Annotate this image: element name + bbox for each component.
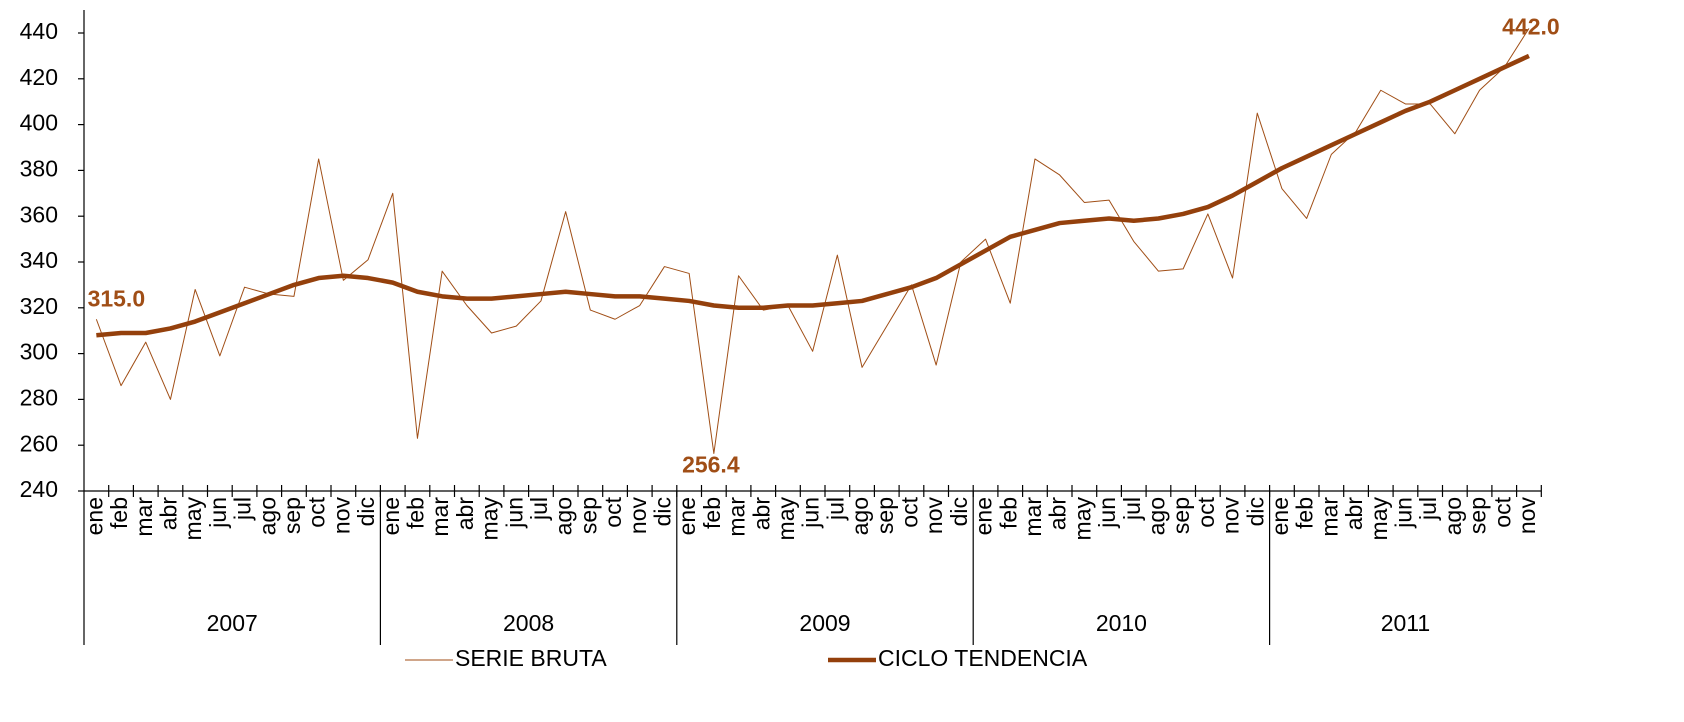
x-tick-label: ago — [254, 497, 280, 535]
x-tick-label: jun — [1391, 497, 1417, 529]
x-tick-label: oct — [1489, 496, 1515, 527]
y-tick-label: 440 — [20, 18, 58, 44]
x-tick-label: ago — [1440, 497, 1466, 535]
x-tick-label: ago — [847, 497, 873, 535]
x-tick-label: may — [1366, 497, 1392, 541]
x-tick-label: ago — [551, 497, 577, 535]
year-label: 2011 — [1381, 610, 1430, 636]
y-tick-label: 320 — [20, 293, 58, 319]
y-tick-label: 300 — [20, 339, 58, 365]
x-tick-label: mar — [131, 497, 157, 537]
x-tick-label: nov — [328, 497, 354, 535]
x-tick-label: oct — [897, 496, 923, 527]
x-tick-label: mar — [1316, 497, 1342, 537]
x-tick-label: ene — [674, 497, 700, 535]
x-tick-label: jun — [501, 497, 527, 529]
x-tick-label: feb — [995, 497, 1021, 529]
data-label: 256.4 — [682, 452, 740, 478]
x-tick-label: jul — [526, 497, 552, 521]
y-tick-label: 340 — [20, 247, 58, 273]
y-tick-label: 400 — [20, 110, 58, 136]
y-tick-label: 240 — [20, 476, 58, 502]
x-tick-label: may — [180, 497, 206, 541]
x-tick-label: feb — [106, 497, 132, 529]
x-tick-label: dic — [1242, 497, 1268, 526]
x-tick-label: may — [477, 497, 503, 541]
x-tick-label: oct — [304, 496, 330, 527]
x-tick-label: sep — [872, 497, 898, 534]
x-tick-label: ene — [1267, 497, 1293, 535]
series-line — [96, 53, 1530, 338]
x-tick-label: jul — [1119, 497, 1145, 521]
x-tick-label: sep — [575, 497, 601, 534]
series-line — [95, 28, 1530, 454]
x-tick-label: ene — [81, 497, 107, 535]
x-tick-label: feb — [699, 497, 725, 529]
y-tick-label: 360 — [20, 201, 58, 227]
x-tick-label: nov — [921, 497, 947, 535]
x-tick-label: jul — [230, 497, 256, 521]
y-tick-label: 420 — [20, 64, 58, 90]
x-tick-label: ago — [1144, 497, 1170, 535]
year-label: 2009 — [799, 610, 850, 636]
x-tick-label: oct — [1193, 496, 1219, 527]
x-tick-label: abr — [1341, 497, 1367, 531]
x-tick-label: jun — [205, 497, 231, 529]
y-tick-label: 260 — [20, 430, 58, 456]
x-tick-label: feb — [403, 497, 429, 529]
x-tick-label: abr — [156, 497, 182, 531]
x-tick-label: dic — [650, 497, 676, 526]
legend-label: CICLO TENDENCIA — [878, 645, 1088, 671]
x-tick-label: abr — [1045, 497, 1071, 531]
x-tick-label: feb — [1292, 497, 1318, 529]
x-tick-label: sep — [1168, 497, 1194, 534]
year-label: 2008 — [503, 610, 554, 636]
x-tick-label: jul — [1415, 497, 1441, 521]
x-tick-label: abr — [748, 497, 774, 531]
x-tick-label: sep — [1465, 497, 1491, 534]
x-tick-label: nov — [1514, 497, 1540, 535]
data-label: 315.0 — [88, 285, 146, 311]
x-tick-label: mar — [427, 497, 453, 537]
x-tick-label: ene — [378, 497, 404, 535]
x-tick-label: nov — [625, 497, 651, 535]
y-tick-label: 280 — [20, 384, 58, 410]
x-tick-label: jul — [822, 497, 848, 521]
year-label: 2007 — [207, 610, 258, 636]
x-tick-label: dic — [353, 497, 379, 526]
y-tick-label: 380 — [20, 155, 58, 181]
x-tick-label: dic — [946, 497, 972, 526]
x-tick-label: jun — [1094, 497, 1120, 529]
x-tick-label: sep — [279, 497, 305, 534]
legend-label: SERIE BRUTA — [455, 645, 607, 671]
x-tick-label: nov — [1218, 497, 1244, 535]
x-tick-label: jun — [798, 497, 824, 529]
x-tick-label: mar — [724, 497, 750, 537]
year-label: 2010 — [1096, 610, 1147, 636]
x-tick-label: abr — [452, 497, 478, 531]
x-tick-label: mar — [1020, 497, 1046, 537]
x-tick-label: oct — [600, 496, 626, 527]
x-tick-label: may — [1069, 497, 1095, 541]
data-label: 442.0 — [1502, 13, 1560, 39]
x-tick-label: may — [773, 497, 799, 541]
x-tick-label: ene — [971, 497, 997, 535]
